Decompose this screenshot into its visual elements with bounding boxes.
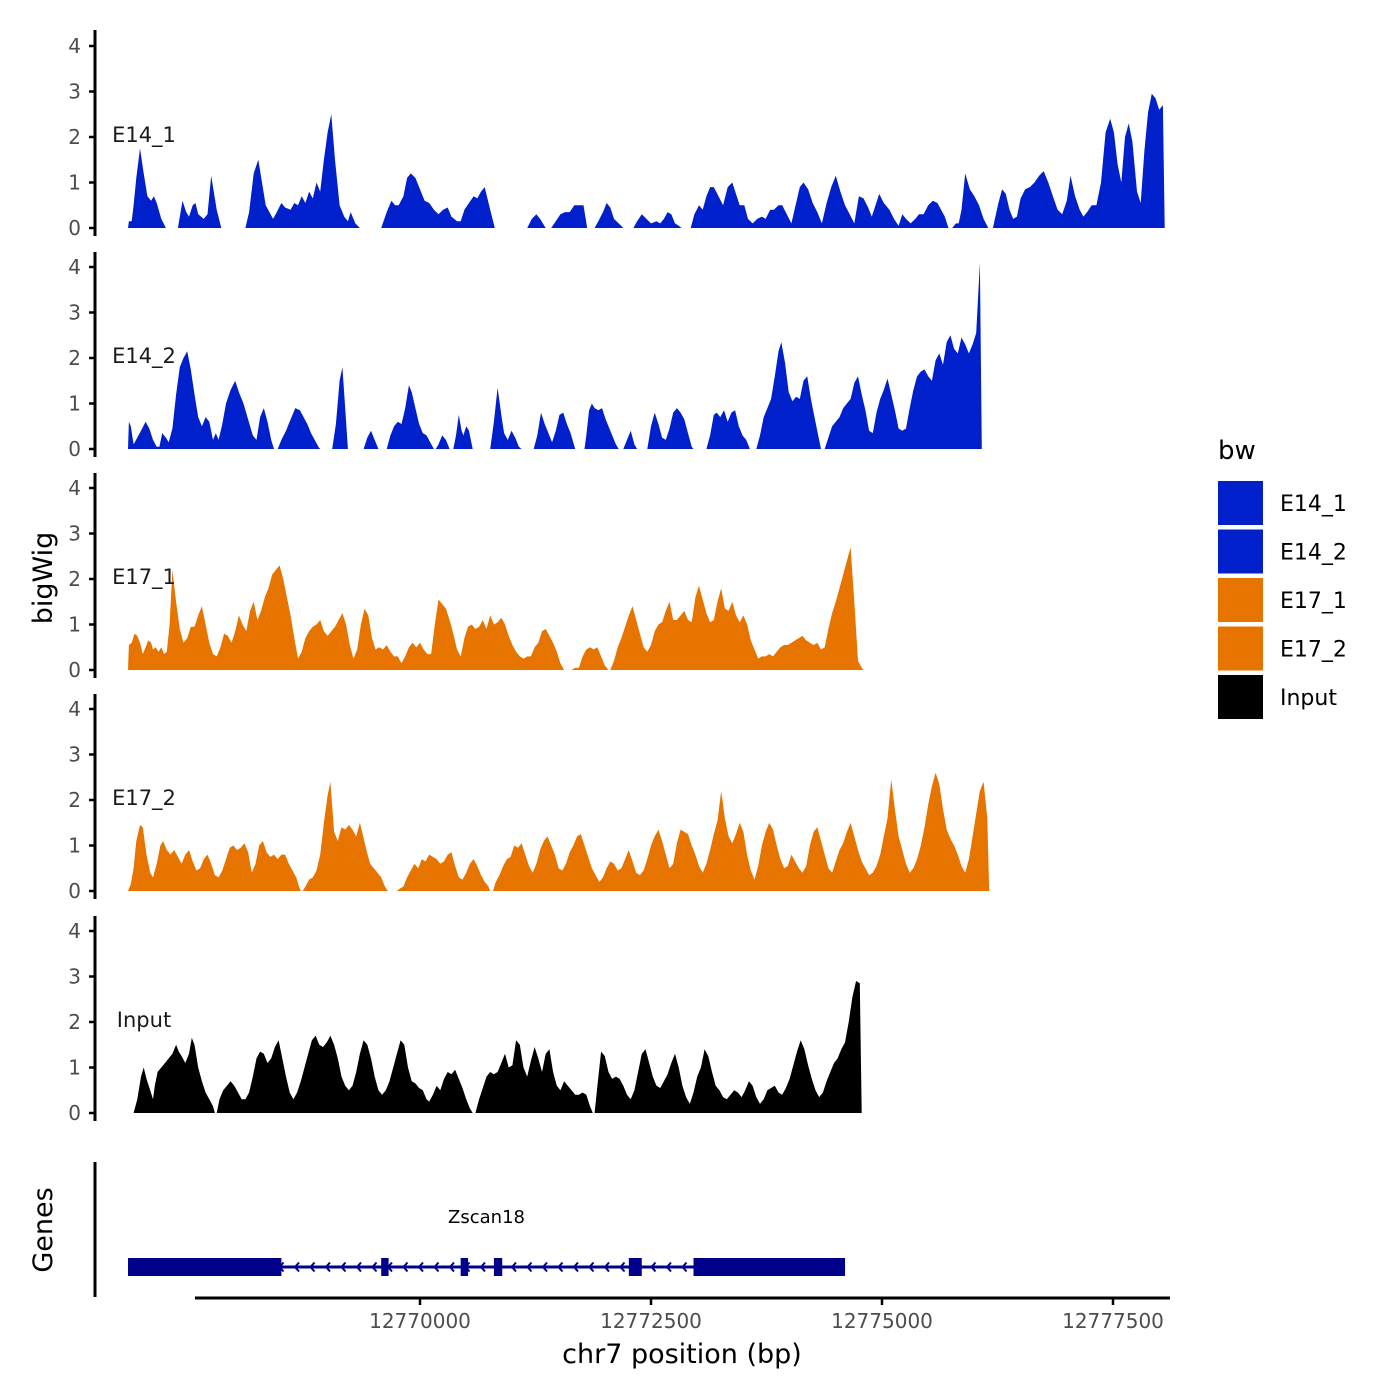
track-E14_1: 0 1 2 3 4 E14_1	[68, 30, 1165, 240]
y-tick-label: 4	[68, 697, 81, 721]
strand-arrow	[417, 1261, 424, 1273]
legend-title: bw	[1218, 436, 1256, 466]
gene-name-label: Zscan18	[448, 1207, 525, 1228]
track-label: E17_2	[112, 786, 176, 811]
y-tick-label: 0	[68, 658, 81, 682]
y-axis-title: bigWig	[28, 532, 59, 625]
y-tick-label: 4	[68, 34, 81, 58]
track-E17_1: 0 1 2 3 4 E17_1	[68, 473, 864, 682]
strand-arrow	[526, 1261, 533, 1273]
track-label: E14_2	[112, 344, 176, 369]
strand-arrow	[479, 1261, 486, 1273]
strand-arrow	[619, 1261, 626, 1273]
y-tick-label: 4	[68, 919, 81, 943]
strand-arrow	[433, 1261, 440, 1273]
y-tick-label: 2	[68, 1010, 81, 1034]
track-label: Input	[117, 1008, 171, 1032]
y-tick-label: 4	[68, 255, 81, 279]
strand-arrow	[650, 1261, 657, 1273]
y-tick-label: 2	[68, 346, 81, 370]
strand-arrow	[541, 1261, 548, 1273]
legend: bw E14_1 E14_2 E17_1 E17_2 Input	[1218, 436, 1347, 719]
strand-arrow	[603, 1261, 610, 1273]
y-tick-label: 0	[68, 437, 81, 461]
track-label: E14_1	[112, 123, 176, 148]
gene-exon	[693, 1258, 846, 1276]
x-tick-label: 12770000	[369, 1309, 471, 1333]
strand-arrow	[681, 1261, 688, 1273]
track-E17_2: 0 1 2 3 4 E17_2	[68, 694, 990, 903]
gene-exon	[381, 1258, 389, 1276]
strand-arrow	[557, 1261, 564, 1273]
gene-exon	[128, 1258, 282, 1276]
legend-label: E14_2	[1280, 541, 1347, 566]
y-tick-label: 0	[68, 879, 81, 903]
strand-arrow	[355, 1261, 362, 1273]
y-tick-label: 1	[68, 392, 81, 416]
x-tick-label: 12777500	[1062, 1309, 1164, 1333]
strand-arrow	[665, 1261, 672, 1273]
strand-arrow	[510, 1261, 517, 1273]
x-tick-label: 12775000	[831, 1309, 933, 1333]
y-tick-label: 2	[68, 788, 81, 812]
coverage-area-E17_2	[128, 772, 990, 891]
y-tick-label: 3	[68, 301, 81, 325]
strand-arrow	[402, 1261, 409, 1273]
x-axis-title: chr7 position (bp)	[562, 1339, 802, 1370]
y-tick-label: 0	[68, 216, 81, 240]
track-Input: 0 1 2 3 4 Input	[68, 916, 862, 1125]
y-tick-label: 1	[68, 171, 81, 195]
legend-swatch-E17_2	[1218, 626, 1263, 671]
gene-track: Zscan18	[93, 1162, 846, 1297]
legend-swatch-E17_1	[1218, 578, 1263, 622]
gene-exon	[460, 1258, 469, 1276]
legend-label: E17_2	[1280, 638, 1347, 663]
track-label: E17_1	[112, 565, 176, 590]
y-tick-label: 3	[68, 743, 81, 767]
y-tick-label: 4	[68, 476, 81, 500]
y-tick-label: 1	[68, 613, 81, 637]
coverage-area-Input	[133, 981, 862, 1113]
legend-swatch-E14_2	[1218, 529, 1263, 574]
y-tick-label: 3	[68, 522, 81, 546]
y-tick-label: 1	[68, 1056, 81, 1080]
coverage-area-E14_1	[128, 93, 1165, 228]
legend-label: Input	[1280, 686, 1337, 711]
gene-exon	[628, 1258, 642, 1276]
strand-arrow	[572, 1261, 579, 1273]
strand-arrow	[324, 1261, 331, 1273]
y-tick-label: 3	[68, 965, 81, 989]
strand-arrow	[309, 1261, 316, 1273]
strand-arrow	[588, 1261, 595, 1273]
strand-arrow	[371, 1261, 378, 1273]
legend-swatch-Input	[1218, 675, 1263, 719]
y-tick-label: 0	[68, 1101, 81, 1125]
genes-axis-title: Genes	[28, 1187, 59, 1272]
legend-label: E14_1	[1280, 492, 1347, 517]
strand-arrow	[293, 1261, 300, 1273]
coverage-area-E14_2	[128, 262, 982, 449]
y-tick-label: 2	[68, 125, 81, 149]
gene-exon	[493, 1258, 503, 1276]
strand-arrow	[340, 1261, 347, 1273]
legend-label: E17_1	[1280, 589, 1347, 614]
x-axis: 12770000 12772500 12775000 12777500	[195, 1296, 1170, 1333]
coverage-tracks: 0 1 2 3 4 E14_1 0 1 2 3 4 E14_2 0 1 2 3 4 E17_1 0 1 2 3 4 E17_2…	[68, 30, 1165, 1125]
x-tick-label: 12772500	[600, 1309, 702, 1333]
legend-swatch-E14_1	[1218, 481, 1263, 525]
y-tick-label: 3	[68, 80, 81, 104]
track-E14_2: 0 1 2 3 4 E14_2	[68, 252, 982, 461]
y-tick-label: 2	[68, 567, 81, 591]
y-tick-label: 1	[68, 834, 81, 858]
coverage-area-E17_1	[128, 547, 864, 670]
strand-arrow	[448, 1261, 455, 1273]
